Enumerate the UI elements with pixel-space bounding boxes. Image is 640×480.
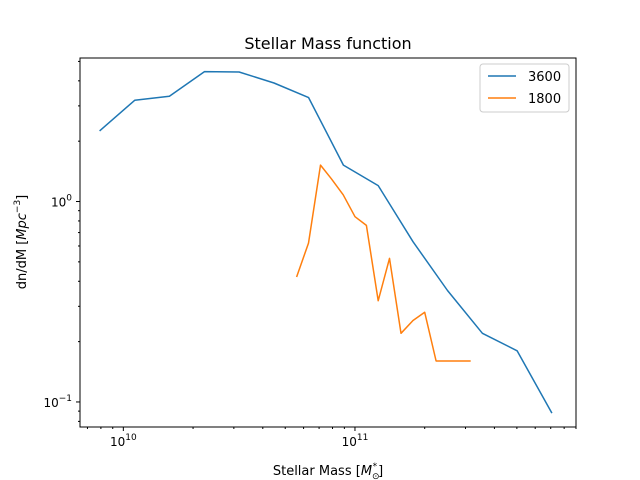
x-axis-unit-sub: ⊙ bbox=[372, 472, 380, 480]
x-axis-unit-open: [ bbox=[352, 464, 361, 479]
x-axis-unit: M bbox=[361, 464, 372, 479]
series-layer bbox=[99, 70, 553, 414]
y-axis-label: dn/dM [Mpc−3] bbox=[13, 195, 30, 290]
chart-title: Stellar Mass function bbox=[244, 34, 411, 53]
y-axis-unit-sup: −3 bbox=[13, 200, 23, 213]
x-axis-unit-close: ] bbox=[378, 464, 383, 479]
y-axis-unit: Mpc bbox=[15, 213, 30, 240]
y-axis-label-text: dn/dM bbox=[15, 249, 30, 289]
y-axis-unit-close: ] bbox=[15, 195, 30, 200]
series-line-1800 bbox=[295, 164, 471, 362]
y-axis-unit-open: [ bbox=[15, 240, 30, 249]
y-tick-label: 10−1 bbox=[43, 394, 72, 410]
legend-label-3600: 3600 bbox=[528, 70, 561, 85]
x-tick-label: 1010 bbox=[110, 433, 137, 449]
y-tick-label: 100 bbox=[51, 194, 72, 210]
x-axis-label: Stellar Mass [M⊙*] bbox=[273, 462, 383, 480]
legend-label-1800: 1800 bbox=[528, 92, 561, 107]
y-axis-ticks: 10−1 100 bbox=[43, 60, 80, 422]
series-line-3600 bbox=[99, 70, 553, 414]
x-axis-ticks: 1010 1011 bbox=[86, 427, 577, 449]
x-axis-label-text: Stellar Mass bbox=[273, 464, 352, 479]
x-axis-unit-sup: * bbox=[373, 462, 378, 472]
x-tick-label: 1011 bbox=[342, 433, 369, 449]
legend: 3600 1800 bbox=[479, 63, 570, 113]
plot-area-frame bbox=[79, 57, 577, 428]
legend-entries: 3600 1800 bbox=[488, 70, 561, 107]
